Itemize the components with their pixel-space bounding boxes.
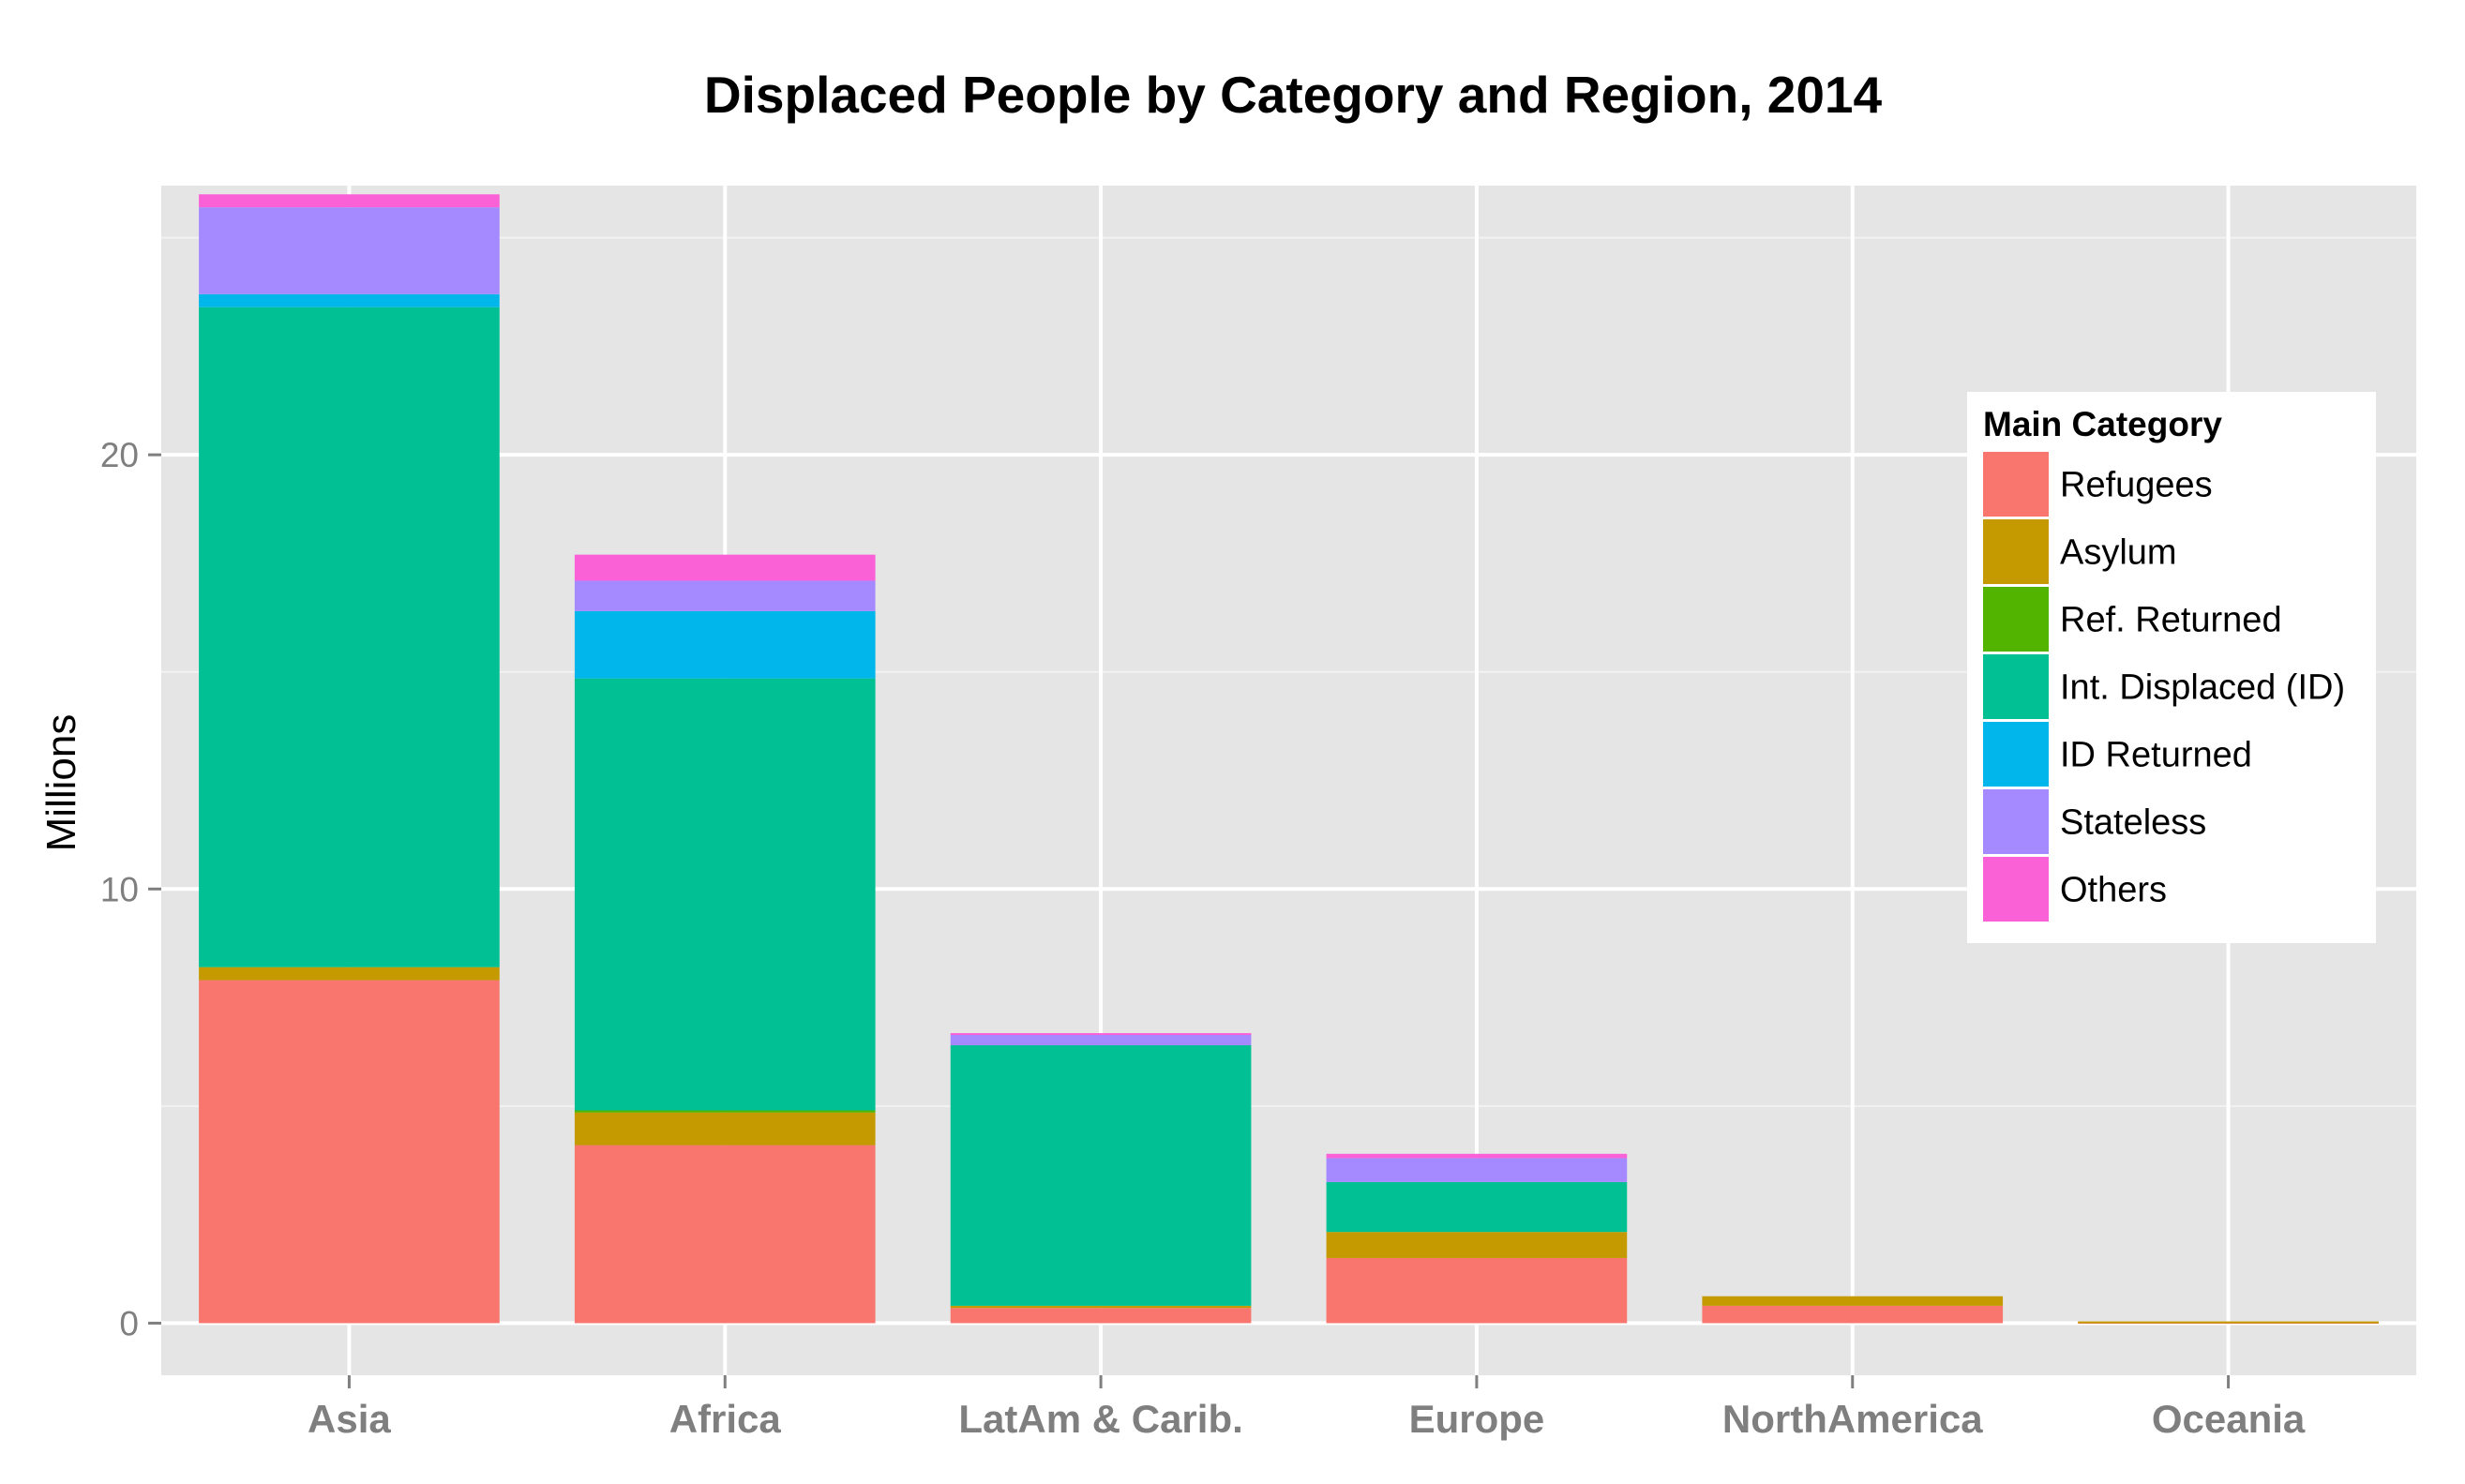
y-tick-label: 10 <box>100 870 139 908</box>
legend: Main Category Refugees Asylum Ref. Returne… <box>1967 392 2376 943</box>
legend-title: Main Category <box>1983 405 2222 443</box>
x-tick-label: LatAm & Carib. <box>958 1397 1242 1441</box>
bar-segment <box>574 1112 876 1146</box>
bar-segment <box>199 207 500 294</box>
legend-key <box>1983 857 2049 922</box>
bar-segment <box>1326 1257 1628 1324</box>
bar-segment <box>950 1308 1252 1324</box>
bar-segment <box>1326 1181 1628 1233</box>
legend-key <box>1983 654 2049 719</box>
y-tick-label: 20 <box>100 436 139 474</box>
bar-segment <box>950 1305 1252 1309</box>
bar-segment <box>1702 1296 2004 1306</box>
bar-segment <box>574 1145 876 1324</box>
x-tick-label: NorthAmerica <box>1722 1397 1983 1441</box>
y-axis-label: Millions <box>38 714 84 852</box>
bar-segment <box>199 307 500 967</box>
legend-key <box>1983 722 2049 787</box>
bar-segment <box>950 1033 1252 1036</box>
bar-segment <box>574 580 876 611</box>
y-axis: 0 10 20 <box>100 436 161 1342</box>
x-tick-label: Europe <box>1409 1397 1545 1441</box>
bar-segment <box>1702 1305 2004 1324</box>
bar-segment <box>2078 1321 2379 1324</box>
x-axis: Asia Africa LatAm & Carib. Europe NorthAmeri… <box>308 1375 2306 1441</box>
x-tick-label: Oceania <box>2152 1397 2306 1441</box>
legend-label: Int. Displaced (ID) <box>2060 668 2345 708</box>
bar-segment <box>574 554 876 581</box>
bar-segment <box>950 1045 1252 1306</box>
bar-segment <box>950 1034 1252 1046</box>
legend-label: ID Returned <box>2060 736 2252 775</box>
bar-segment <box>199 194 500 208</box>
legend-key <box>1983 452 2049 517</box>
legend-label: Asylum <box>2060 533 2177 573</box>
bar-segment <box>199 980 500 1324</box>
bar-segment <box>574 610 876 679</box>
bar-segment <box>1326 1232 1628 1258</box>
chart-title: Displaced People by Category and Region,… <box>704 66 1883 124</box>
legend-label: Refugees <box>2060 466 2213 505</box>
bar-segment <box>199 293 500 307</box>
legend-items: Refugees Asylum Ref. Returned Int. Displace… <box>1983 452 2345 922</box>
legend-label: Others <box>2060 871 2167 910</box>
legend-label: Ref. Returned <box>2060 601 2282 640</box>
x-tick-label: Asia <box>308 1397 391 1441</box>
bar-segment <box>1326 1158 1628 1182</box>
bar-segment <box>574 678 876 1111</box>
legend-key <box>1983 587 2049 652</box>
bar-segment <box>574 1110 876 1113</box>
y-tick-label: 0 <box>119 1304 139 1342</box>
bar-segment <box>199 967 500 981</box>
x-tick-label: Africa <box>669 1397 782 1441</box>
legend-key <box>1983 519 2049 584</box>
bar-segment <box>1326 1153 1628 1159</box>
legend-label: Stateless <box>2060 803 2206 843</box>
bars-layer <box>199 194 2379 1325</box>
legend-key <box>1983 789 2049 854</box>
